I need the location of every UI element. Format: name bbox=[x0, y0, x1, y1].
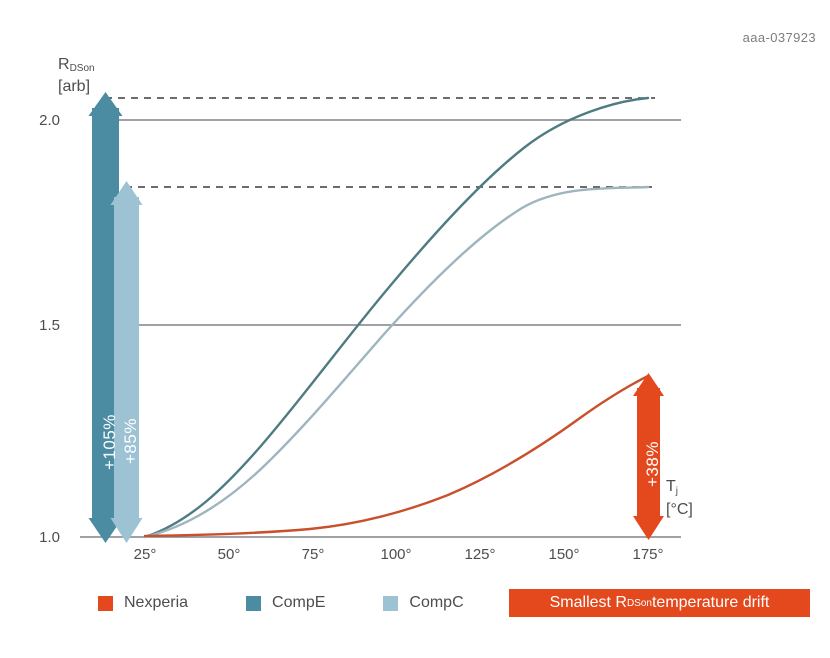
banner-text-before: Smallest R bbox=[549, 594, 627, 611]
y-tick-1-0: 1.0 bbox=[39, 529, 60, 546]
arrow-label-compE: +105% bbox=[100, 414, 119, 470]
y-axis-title-main: R bbox=[58, 56, 70, 73]
banner-text-sub: DSon bbox=[626, 597, 652, 609]
x-axis-title-unit: [°C] bbox=[666, 501, 693, 518]
x-tick-175: 175° bbox=[632, 546, 664, 563]
x-axis-title-sub: j bbox=[675, 486, 679, 497]
arrow-nexperia-38 bbox=[633, 373, 664, 540]
asset-id-label: aaa-037923 bbox=[742, 30, 816, 45]
x-tick-50: 50° bbox=[217, 546, 241, 563]
x-tick-100: 100° bbox=[380, 546, 412, 563]
curve-compE bbox=[143, 96, 650, 539]
legend-label-compE: CompE bbox=[272, 594, 326, 611]
legend-swatch-compC bbox=[383, 595, 399, 611]
banner-text-after: temperature drift bbox=[651, 594, 770, 611]
arrow-label-nexperia: +38% bbox=[643, 441, 662, 487]
x-tick-125: 125° bbox=[464, 546, 496, 563]
callout-banner: Smallest R DSon temperature drift bbox=[509, 589, 810, 617]
y-tick-1-5: 1.5 bbox=[39, 317, 60, 334]
x-tick-25: 25° bbox=[133, 546, 157, 563]
legend-item-compC[interactable]: CompC bbox=[383, 594, 464, 612]
arrow-label-compC: +85% bbox=[121, 418, 140, 464]
x-axis-title-main: T bbox=[666, 478, 676, 495]
legend-item-compE[interactable]: CompE bbox=[246, 594, 325, 612]
legend-label-nexperia: Nexperia bbox=[124, 594, 189, 611]
legend-swatch-nexperia bbox=[98, 595, 113, 611]
y-tick-2-0: 2.0 bbox=[39, 112, 60, 129]
curve-nexperia bbox=[143, 374, 650, 538]
curve-compC bbox=[143, 185, 650, 539]
legend: Nexperia CompE CompC bbox=[98, 594, 522, 612]
y-axis-title-unit: [arb] bbox=[58, 78, 91, 95]
legend-swatch-compE bbox=[246, 595, 262, 611]
y-axis-title: RDSon [arb] bbox=[58, 56, 95, 95]
y-axis-title-sub: DSon bbox=[69, 63, 95, 74]
arrow-compC-85 bbox=[110, 181, 143, 543]
x-tick-75: 75° bbox=[301, 546, 325, 563]
legend-label-compC: CompC bbox=[409, 594, 464, 611]
x-axis-title: Tj [°C] bbox=[666, 478, 693, 518]
legend-item-nexperia[interactable]: Nexperia bbox=[98, 594, 188, 612]
x-tick-150: 150° bbox=[548, 546, 580, 563]
